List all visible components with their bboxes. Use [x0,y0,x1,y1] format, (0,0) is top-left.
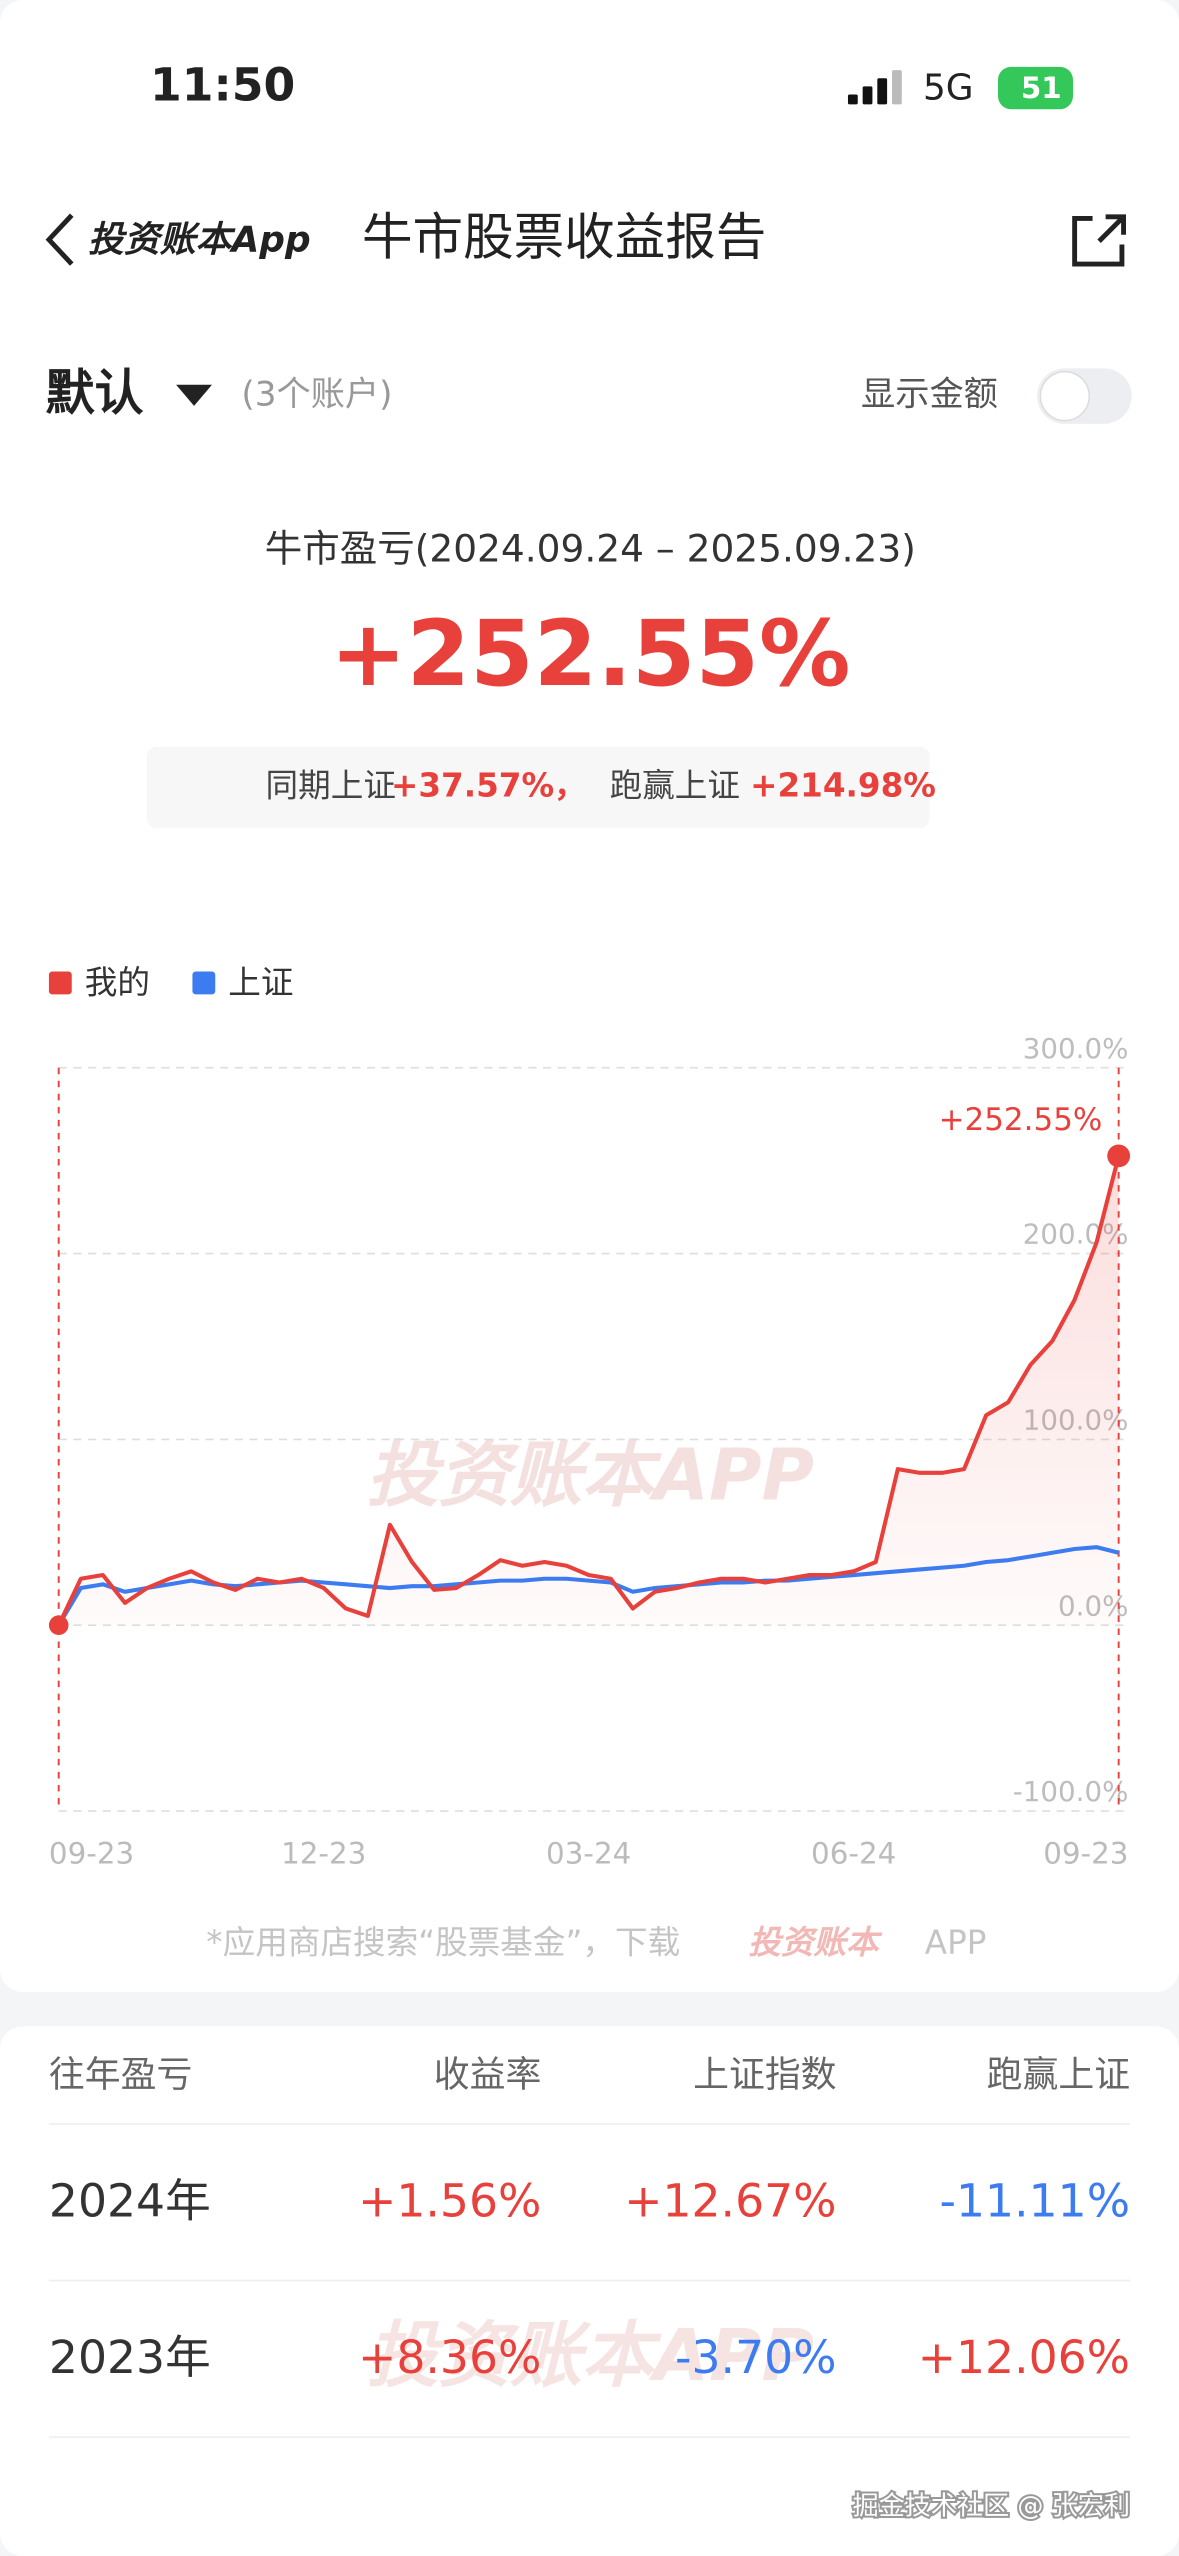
end-point [1107,1144,1131,1168]
percent-cell: -3.70% [675,2331,836,2384]
x-tick-label: 09-23 [1043,1837,1128,1871]
dropdown-icon[interactable] [176,384,212,406]
x-tick-label: 03-24 [546,1837,631,1871]
toggle-label: 显示金额 [861,375,998,415]
footer: 掘金技术社区 @ 张宏利 [853,2492,1130,2522]
status-network: 5G [923,68,974,109]
line-series [56,1155,1121,1627]
x-tick-label: 06-24 [811,1837,896,1871]
table-header: 往年盈亏 [49,2055,192,2096]
battery-icon [997,66,1074,110]
legend-swatch [48,971,72,995]
table-header: 跑赢上证 [987,2055,1130,2096]
compare-text: 同期上证 +37.57%， 跑赢上证 +214.98% [266,766,936,804]
chart: 投资账本APP 我的上证300.0%200.0%100.0%0.0%-100.0… [48,964,1131,1871]
percent-cell: +12.67% [624,2174,836,2227]
percent-cell: +1.56% [358,2174,541,2227]
compare-label: 同期上证 [266,766,396,804]
table-card [0,2026,1179,2556]
compare-value: +37.57%， [391,766,587,804]
area [58,1155,1119,1626]
percent-cell: +8.36% [358,2331,541,2384]
legend-label: 我的 [85,964,150,1002]
year-cell: 2023年 [49,2331,211,2384]
account-count: (3个账户) [241,375,392,415]
signal-icon [847,70,902,105]
x-tick-label: 09-23 [49,1837,134,1871]
total-return: +252.55% [330,600,850,707]
page-title: 牛市股票收益报告 [362,208,766,267]
percent-cell: -11.11% [940,2174,1131,2227]
year-cell: 2024年 [49,2174,211,2227]
y-tick-label: 300.0% [1023,1032,1129,1065]
legend-label: 上证 [228,964,293,1002]
chart-note: *应用商店搜索“股票基金”，下载 投资账本 APP [206,1924,986,1962]
x-tick-label: 12-23 [281,1837,366,1871]
line-series [56,1545,1120,1627]
note-suffix: APP [925,1924,987,1962]
table-header: 上证指数 [693,2055,836,2096]
table: 投资账本APP 往年盈亏 收益率 上证指数 跑赢上证 2024年 +1.56% +12.67… [48,2055,1131,2438]
compare-bar [146,746,930,829]
share-icon[interactable] [1072,214,1127,267]
note-app: 投资账本 [748,1924,883,1962]
period: 牛市盈亏(2024.09.24 – 2025.09.23) [265,526,916,570]
y-tick-label: -100.0% [1013,1775,1129,1808]
back-label[interactable]: 投资账本App [88,219,311,260]
percent-cell: +12.06% [918,2331,1130,2384]
top-card [0,0,1179,1992]
start-point [48,1615,69,1635]
end-label: +252.55% [939,1102,1103,1138]
compare-value: +214.98% [750,766,936,804]
back-icon[interactable] [45,213,74,266]
compare-label: 跑赢上证 [610,766,740,804]
watermark: 投资账本APP [367,1433,815,1517]
legend-swatch [192,971,216,995]
toggle-knob [1039,370,1091,422]
battery-level: 51 [1021,71,1062,105]
status-time: 11:50 [150,59,295,112]
account-name[interactable]: 默认 [46,365,144,422]
note-text: *应用商店搜索“股票基金”，下载 [206,1924,680,1962]
table-header: 收益率 [434,2055,542,2096]
watermark: 投资账本APP [367,2313,815,2397]
